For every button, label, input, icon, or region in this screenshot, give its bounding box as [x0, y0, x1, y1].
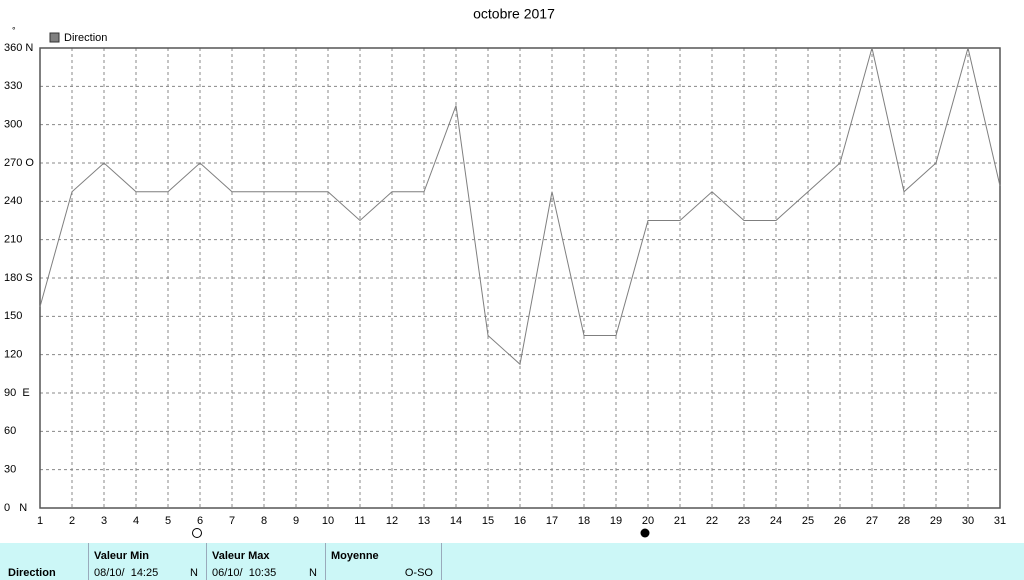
header: Valeur Min [94, 550, 150, 562]
y-tick-label: 240 [4, 195, 22, 207]
row-cell: Direction [0, 543, 89, 580]
x-tick-label: 21 [674, 515, 686, 527]
chart-title: octobre 2017 [473, 6, 555, 22]
x-tick-label: 19 [610, 515, 622, 527]
x-tick-label: 30 [962, 515, 974, 527]
min-marker [192, 528, 202, 538]
data-line [39, 47, 1001, 366]
value: N [190, 567, 198, 579]
x-tick-label: 3 [101, 515, 107, 527]
max-cell: Valeur Max 06/10/ 10:35 N [207, 543, 326, 580]
row-label: Direction [8, 567, 56, 579]
x-tick-label: 22 [706, 515, 718, 527]
x-tick-label: 28 [898, 515, 910, 527]
x-tick-label: 31 [994, 515, 1006, 527]
y-tick-label: 60 [4, 425, 16, 437]
plot-border [39, 47, 1001, 509]
legend-label: Direction [64, 32, 107, 44]
y-tick-label: 0 N [4, 502, 27, 514]
x-tick-label: 18 [578, 515, 590, 527]
x-tick-label: 25 [802, 515, 814, 527]
x-tick-label: 7 [229, 515, 235, 527]
x-tick-label: 17 [546, 515, 558, 527]
date: 08/10/ 14:25 [94, 567, 159, 579]
y-tick-label: 180 S [4, 272, 33, 284]
x-tick-label: 4 [133, 515, 139, 527]
date: 06/10/ 10:35 [212, 567, 277, 579]
x-tick-label: 16 [514, 515, 526, 527]
max-marker [640, 528, 650, 538]
x-tick-label: 12 [386, 515, 398, 527]
mean-cell: Moyenne O-SO [326, 543, 442, 580]
y-unit: ° [12, 25, 16, 35]
x-tick-label: 29 [930, 515, 942, 527]
y-tick-label: 330 [4, 80, 22, 92]
x-tick-label: 24 [770, 515, 782, 527]
x-tick-label: 27 [866, 515, 878, 527]
min-cell: Valeur Min 08/10/ 14:25 N [89, 543, 207, 580]
y-tick-label: 120 [4, 349, 22, 361]
x-tick-label: 2 [69, 515, 75, 527]
value: O-SO [404, 567, 433, 579]
y-tick-label: 360 N [4, 42, 33, 54]
x-tick-label: 10 [322, 515, 334, 527]
x-tick-label: 14 [450, 515, 462, 527]
legend-swatch [49, 32, 60, 43]
y-tick-label: 30 [4, 464, 16, 476]
x-tick-label: 11 [354, 515, 365, 527]
y-tick-label: 300 [4, 119, 22, 131]
x-tick-label: 8 [261, 515, 267, 527]
x-tick-label: 1 [37, 515, 43, 527]
x-tick-label: 6 [197, 515, 203, 527]
x-tick-label: 20 [642, 515, 654, 527]
value: N [309, 567, 317, 579]
y-tick-label: 270 O [4, 157, 34, 169]
y-tick-label: 210 [4, 234, 22, 246]
x-tick-label: 9 [293, 515, 299, 527]
header: Moyenne [331, 550, 379, 562]
y-tick-label: 150 [4, 310, 22, 322]
x-tick-label: 5 [165, 515, 171, 527]
x-tick-label: 13 [418, 515, 430, 527]
summary-panel: Direction Valeur Min 08/10/ 14:25 N Vale… [0, 543, 1024, 580]
header: Valeur Max [212, 550, 270, 562]
x-tick-label: 26 [834, 515, 846, 527]
x-tick-label: 15 [482, 515, 494, 527]
x-tick-label: 23 [738, 515, 750, 527]
y-tick-label: 90 E [4, 387, 30, 399]
